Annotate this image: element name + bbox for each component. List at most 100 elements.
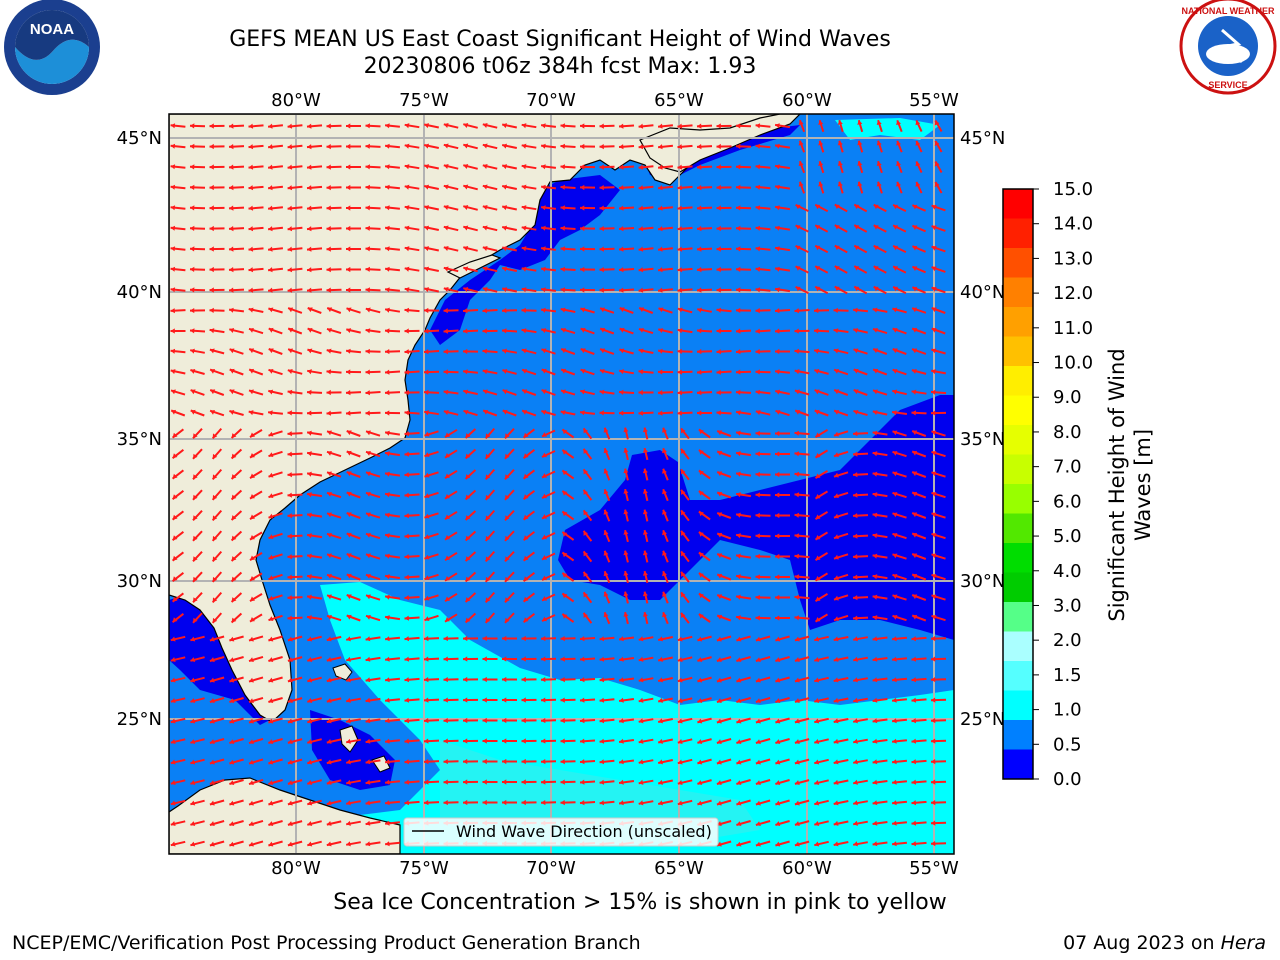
wave-direction-arrowhead: [638, 287, 644, 293]
wave-direction-arrowhead: [619, 410, 624, 416]
wave-direction-arrowhead: [424, 266, 429, 272]
wave-direction-arrowhead: [911, 656, 916, 662]
colorbar-tick-label: 0.5: [1053, 734, 1082, 755]
wave-direction-arrowhead: [268, 677, 274, 683]
wave-direction-arrowhead: [170, 123, 176, 129]
wave-direction-arrowhead: [521, 348, 527, 354]
wave-direction-arrowhead: [775, 574, 780, 580]
wave-direction-arrowhead: [463, 779, 468, 785]
wave-direction-arrowhead: [736, 512, 741, 518]
wave-direction-arrowhead: [172, 494, 178, 500]
wave-direction-arrowhead: [190, 246, 195, 252]
wave-direction-arrowhead: [190, 225, 195, 231]
wave-direction-arrowhead: [307, 389, 312, 395]
wave-direction-arrowhead: [677, 698, 683, 703]
wave-direction-arrowhead: [521, 266, 527, 272]
wave-direction-arrowhead: [872, 410, 878, 415]
wave-direction-arrowhead: [681, 469, 686, 475]
wave-direction-arrowhead: [229, 144, 234, 150]
wave-direction-arrowhead: [619, 287, 624, 293]
wave-direction-arrowhead: [465, 453, 471, 459]
wave-direction-arrowhead: [638, 369, 644, 375]
wave-direction-arrowhead: [716, 287, 721, 293]
wave-direction-arrowhead: [346, 390, 351, 396]
wave-direction-arrowhead: [521, 676, 526, 683]
wave-direction-arrowhead: [231, 494, 237, 500]
wave-direction-arrowhead: [541, 266, 546, 272]
wave-direction-arrowhead: [794, 780, 800, 785]
wave-direction-arrowhead: [892, 369, 898, 374]
wave-direction-arrowhead: [443, 636, 448, 642]
wave-direction-arrowhead: [209, 657, 215, 662]
wave-direction-arrowhead: [603, 427, 609, 433]
wave-direction-arrowhead: [346, 636, 351, 642]
wave-direction-arrowhead: [404, 389, 409, 396]
wave-direction-arrowhead: [231, 556, 237, 561]
wave-direction-arrowhead: [872, 594, 878, 600]
wave-direction-arrowhead: [404, 656, 410, 662]
wave-direction-arrowhead: [931, 307, 937, 313]
wave-direction-arrowhead: [697, 328, 702, 334]
wave-direction-arrowhead: [931, 594, 937, 600]
wave-direction-arrowhead: [385, 553, 390, 559]
wave-direction-arrowhead: [697, 780, 703, 785]
wave-direction-arrowhead: [346, 573, 352, 579]
wave-direction-arrowhead: [485, 556, 491, 562]
wave-direction-arrowhead: [424, 328, 429, 334]
wave-direction-arrowhead: [542, 555, 547, 560]
wave-direction-arrowhead: [931, 553, 937, 559]
wave-direction-arrowhead: [795, 266, 801, 271]
wave-direction-arrowhead: [736, 123, 741, 129]
wave-direction-arrowhead: [463, 676, 468, 683]
wave-direction-arrowhead: [795, 286, 801, 292]
wave-direction-arrowhead: [424, 123, 429, 129]
wave-direction-arrowhead: [424, 575, 430, 580]
wave-direction-arrowhead: [755, 349, 760, 355]
wave-direction-arrowhead: [424, 636, 429, 642]
wave-direction-arrowhead: [249, 841, 254, 847]
wave-direction-arrowhead: [248, 410, 254, 416]
wave-direction-arrowhead: [834, 245, 840, 251]
wave-direction-arrowhead: [911, 820, 916, 826]
colorbar-segment: [1003, 690, 1033, 721]
wave-direction-arrowhead: [287, 144, 293, 150]
wave-direction-arrowhead: [716, 164, 721, 170]
wave-direction-arrowhead: [193, 617, 198, 623]
wave-direction-arrowhead: [385, 697, 390, 703]
wave-direction-arrowhead: [326, 759, 332, 765]
wave-direction-arrowhead: [287, 226, 293, 232]
wave-direction-arrowhead: [562, 491, 568, 496]
wave-direction-arrowhead: [326, 657, 332, 662]
wave-direction-arrowhead: [521, 143, 527, 149]
wave-direction-arrowhead: [658, 123, 663, 129]
wave-direction-arrowhead: [268, 595, 274, 601]
wave-direction-arrowhead: [190, 739, 196, 744]
colorbar-frame: [1002, 188, 1034, 780]
wave-direction-arrowhead: [853, 677, 858, 683]
wave-direction-arrowhead: [346, 410, 351, 416]
wave-direction-arrowhead: [193, 535, 198, 541]
wave-direction-arrowhead: [229, 636, 235, 642]
wave-direction-arrowhead: [541, 328, 547, 333]
wave-direction-arrowhead: [697, 267, 702, 273]
wave-direction-arrowhead: [603, 571, 609, 577]
wave-direction-arrowhead: [365, 800, 371, 806]
wave-direction-arrowhead: [287, 718, 293, 724]
wave-direction-arrowhead: [853, 513, 858, 519]
wave-direction-arrowhead: [521, 225, 527, 231]
wave-direction-arrowhead: [755, 246, 761, 252]
wave-direction-arrowhead: [209, 780, 215, 785]
wave-direction-arrowhead: [857, 140, 863, 146]
wave-direction-arrowhead: [775, 492, 780, 498]
wave-direction-arrowhead: [443, 246, 449, 251]
wave-direction-arrowhead: [326, 287, 331, 293]
wave-direction-arrowhead: [818, 181, 824, 187]
wave-direction-arrowhead: [346, 225, 351, 232]
wave-direction-arrowhead: [287, 615, 292, 621]
wave-direction-arrowhead: [268, 821, 274, 826]
wave-direction-arrowhead: [775, 451, 780, 457]
wave-direction-arrowhead: [931, 718, 936, 724]
wave-direction-arrowhead: [346, 553, 352, 559]
wave-direction-arrowhead: [307, 698, 313, 703]
lat-ticks-right: 45°N 40°N 35°N 30°N 25°N: [960, 128, 1005, 730]
